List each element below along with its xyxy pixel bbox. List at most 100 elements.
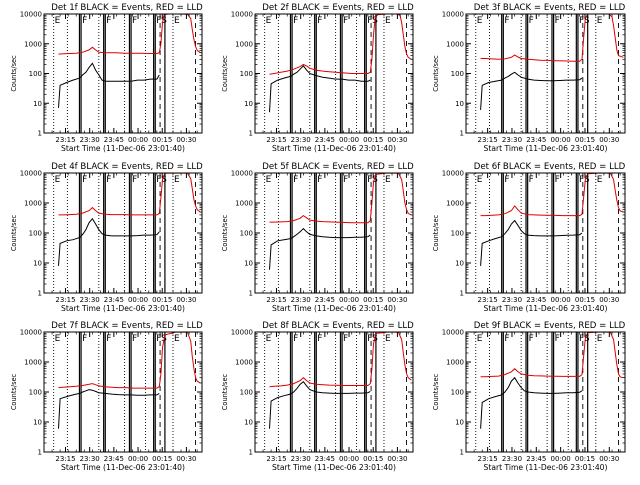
events-series-line bbox=[269, 380, 371, 429]
flag-label: F bbox=[82, 16, 87, 26]
x-tick-label: 23:30 bbox=[502, 455, 522, 463]
flag-label: F bbox=[343, 175, 348, 185]
y-tick-label: 10 bbox=[33, 260, 42, 268]
y-tick-label: 1000 bbox=[24, 200, 42, 208]
flag-label: F bbox=[529, 334, 534, 344]
flag-label: F bbox=[555, 16, 560, 26]
flag-label: F bbox=[504, 16, 509, 26]
y-axis-label: Counts/sec bbox=[10, 214, 18, 251]
y-tick-label: 1000 bbox=[446, 359, 464, 367]
x-tick-label: 23:15 bbox=[55, 455, 75, 463]
flag-label: E bbox=[55, 175, 61, 185]
events-series-line bbox=[480, 71, 583, 110]
y-tick-label: 100 bbox=[240, 389, 253, 397]
x-tick-label: 23:45 bbox=[526, 296, 546, 304]
y-tick-label: 10000 bbox=[231, 170, 253, 178]
flag-label: F bbox=[317, 175, 322, 185]
flag-label: E bbox=[55, 16, 61, 26]
panel-title: Det 5f BLACK = Events, RED = LLD bbox=[262, 162, 414, 172]
flag-label: F bbox=[579, 334, 584, 344]
x-tick-label: 23:15 bbox=[478, 136, 498, 144]
flag-label: F bbox=[555, 334, 560, 344]
x-tick-label: 00:15 bbox=[363, 136, 383, 144]
flag-label: E bbox=[174, 175, 180, 185]
x-tick-label: 23:45 bbox=[104, 296, 124, 304]
x-tick-label: 23:30 bbox=[291, 296, 311, 304]
x-tick-label: 00:30 bbox=[387, 455, 407, 463]
flag-label: F bbox=[367, 16, 372, 26]
x-tick-label: 23:15 bbox=[55, 136, 75, 144]
flag-label: E bbox=[597, 16, 603, 26]
flag-label: F bbox=[529, 175, 534, 185]
flag-label: F bbox=[504, 334, 509, 344]
lld-series-line bbox=[269, 331, 412, 388]
panel-title: Det 4f BLACK = Events, RED = LLD bbox=[51, 162, 203, 172]
events-series-line bbox=[480, 219, 583, 266]
y-axis-label: Counts/sec bbox=[221, 55, 229, 92]
flag-label: E bbox=[174, 16, 180, 26]
flag-label: E bbox=[55, 334, 61, 344]
x-tick-label: 00:00 bbox=[339, 296, 359, 304]
y-tick-label: 100 bbox=[451, 70, 464, 78]
flag-label: F bbox=[293, 175, 298, 185]
flag-label: F bbox=[367, 175, 372, 185]
lld-series-line bbox=[58, 172, 201, 216]
events-series-line bbox=[269, 227, 371, 270]
flag-label: E bbox=[385, 16, 391, 26]
y-tick-label: 10 bbox=[244, 100, 253, 108]
x-tick-label: 00:30 bbox=[599, 136, 619, 144]
y-tick-label: 100 bbox=[29, 230, 42, 238]
flag-label: E bbox=[266, 16, 272, 26]
flag-label: E bbox=[174, 334, 180, 344]
x-tick-label: 00:15 bbox=[575, 455, 595, 463]
y-axis-label: Counts/sec bbox=[10, 373, 18, 410]
x-tick-label: 23:45 bbox=[315, 136, 335, 144]
x-tick-label: 00:00 bbox=[128, 296, 148, 304]
y-tick-label: 100 bbox=[451, 230, 464, 238]
flag-label: S bbox=[584, 334, 590, 344]
panel-title: Det 6f BLACK = Events, RED = LLD bbox=[474, 162, 626, 172]
y-tick-label: 100 bbox=[240, 70, 253, 78]
x-axis-label: Start Time (11-Dec-06 23:01:40) bbox=[272, 144, 396, 153]
x-axis-label: Start Time (11-Dec-06 23:01:40) bbox=[484, 144, 608, 153]
y-axis-label: Counts/sec bbox=[221, 373, 229, 410]
plot-frame bbox=[465, 13, 626, 134]
flag-label: F bbox=[343, 16, 348, 26]
x-tick-label: 00:15 bbox=[363, 455, 383, 463]
x-tick-label: 00:15 bbox=[575, 136, 595, 144]
x-tick-label: 23:15 bbox=[478, 296, 498, 304]
y-tick-label: 10000 bbox=[20, 329, 42, 337]
x-tick-label: 00:30 bbox=[599, 296, 619, 304]
y-axis-label: Counts/sec bbox=[432, 55, 440, 92]
panel-title: Det 3f BLACK = Events, RED = LLD bbox=[474, 3, 626, 13]
y-tick-label: 100 bbox=[29, 70, 42, 78]
x-tick-label: 00:00 bbox=[551, 296, 571, 304]
x-tick-label: 23:15 bbox=[478, 455, 498, 463]
y-tick-label: 10000 bbox=[442, 329, 464, 337]
x-tick-label: 00:15 bbox=[575, 296, 595, 304]
x-tick-label: 00:00 bbox=[551, 455, 571, 463]
x-axis-label: Start Time (11-Dec-06 23:01:40) bbox=[61, 463, 185, 472]
flag-label: E bbox=[385, 175, 391, 185]
y-tick-label: 1 bbox=[249, 449, 253, 457]
y-tick-label: 1 bbox=[460, 130, 464, 138]
panel-title: Det 8f BLACK = Events, RED = LLD bbox=[262, 321, 414, 331]
flag-label: S bbox=[584, 16, 590, 26]
x-axis-label: Start Time (11-Dec-06 23:01:40) bbox=[272, 463, 396, 472]
y-tick-label: 10 bbox=[455, 100, 464, 108]
flag-label: F bbox=[156, 334, 161, 344]
lld-series-line bbox=[480, 172, 624, 217]
flag-label: F bbox=[156, 175, 161, 185]
y-tick-label: 1 bbox=[460, 290, 464, 298]
flag-label: F bbox=[132, 334, 137, 344]
flag-label: F bbox=[82, 175, 87, 185]
y-tick-label: 10000 bbox=[442, 170, 464, 178]
